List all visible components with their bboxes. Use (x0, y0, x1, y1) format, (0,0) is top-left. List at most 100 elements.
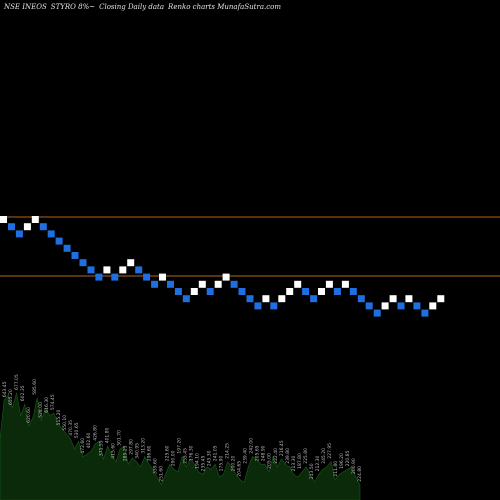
renko-brick (206, 288, 214, 295)
renko-brick (325, 280, 333, 288)
volume-label: 285.25 (122, 445, 128, 461)
volume-label: 204.65 (237, 461, 243, 477)
renko-brick (413, 302, 421, 310)
volume-label: 235.45 (201, 456, 207, 472)
volume-label: 472.60 (80, 438, 86, 454)
renko-brick (0, 216, 7, 223)
renko-brick (262, 295, 270, 303)
volume-label: 194.10 (195, 453, 201, 469)
volume-label: 242.00 (249, 438, 255, 454)
volume-label: 216.45 (279, 440, 285, 456)
volume-label: 470.35 (68, 420, 74, 436)
volume-label: 197.20 (177, 438, 183, 454)
renko-brick (278, 295, 286, 303)
renko-brick (159, 273, 166, 281)
volume-label: 643.45 (2, 381, 8, 397)
volume-label: 205.00 (267, 453, 273, 469)
volume-label: 213.50 (309, 463, 315, 479)
renko-brick (23, 223, 31, 231)
renko-brick (254, 302, 262, 310)
volume-label: 187.80 (297, 453, 303, 469)
volume-label: 205.65 (255, 445, 261, 461)
volume-label: 214.25 (225, 443, 231, 459)
volume-label: 175.90 (219, 456, 225, 472)
volume-label: 176.30 (189, 445, 195, 461)
volume-label: 426.80 (92, 425, 98, 441)
volume-label: 677.05 (14, 374, 20, 390)
renko-brick (8, 223, 15, 231)
volume-label: 200.90 (351, 458, 357, 474)
volume-label: 290.00 (171, 450, 177, 466)
volume-series (0, 392, 361, 500)
renko-brick (429, 302, 437, 310)
renko-brick (214, 280, 222, 288)
volume-label: 211.80 (333, 461, 339, 477)
renko-brick (190, 288, 198, 295)
renko-brick (167, 280, 174, 288)
volume-label: 402.60 (86, 433, 92, 449)
renko-brick (151, 280, 159, 288)
renko-brick (143, 273, 151, 281)
brand-label: Renko charts MunafaSutra.com (168, 3, 281, 11)
volume-label: 550.10 (62, 415, 68, 431)
volume-label: 255.45 (183, 448, 189, 464)
renko-brick (286, 288, 294, 295)
volume-label: 515.20 (56, 410, 62, 426)
volume-label: 251.60 (158, 466, 164, 482)
renko-brick (119, 266, 127, 274)
renko-brick (198, 280, 206, 288)
ticker-text: STYRO 8%~ (50, 3, 96, 11)
volume-label: 245.20 (321, 448, 327, 464)
renko-brick (71, 252, 79, 259)
volume-label: 528.00 (38, 402, 44, 418)
renko-brick (127, 259, 135, 267)
renko-brick (55, 237, 63, 245)
renko-brick (230, 280, 238, 288)
volume-label: 297.80 (128, 439, 134, 455)
renko-brick (349, 288, 357, 295)
renko-brick (47, 230, 55, 238)
volume-label: 530.65 (74, 422, 80, 438)
volume-label: 213.30 (291, 456, 297, 472)
renko-brick (238, 288, 246, 295)
volume-label: 222.40 (273, 448, 279, 464)
renko-brick (302, 288, 310, 295)
chart-type-label: Closing Daily data (99, 3, 165, 11)
volume-label: 225.80 (303, 448, 309, 464)
volume-label: 616.30 (44, 397, 50, 413)
volume-label: 239.40 (243, 448, 249, 464)
renko-brick (357, 295, 365, 303)
volume-label: 602.35 (20, 385, 26, 401)
volume-label: 296.60 (146, 445, 152, 461)
symbol-label: NSE INEOS (4, 3, 47, 11)
volume-label: 574.45 (50, 394, 56, 410)
renko-brick (270, 302, 278, 310)
volume-label: 220.85 (345, 450, 351, 466)
renko-brick (341, 280, 349, 288)
renko-brick (79, 259, 87, 267)
volume-label: 620.60 (26, 407, 32, 423)
renko-brick (222, 273, 230, 281)
renko-bricks (0, 216, 445, 317)
volume-label: 415.60 (110, 443, 116, 459)
volume-label: 340.95 (134, 443, 140, 459)
renko-brick (381, 302, 389, 310)
renko-brick (111, 273, 119, 281)
renko-brick (333, 288, 341, 295)
volume-label: 655.20 (8, 389, 14, 405)
chart-header: NSE INEOS STYRO 8%~ Closing Daily data Renk… (4, 3, 285, 11)
volume-label: 371.55 (98, 440, 104, 456)
renko-brick (174, 288, 182, 295)
renko-brick (95, 273, 103, 281)
volume-label: 248.90 (261, 445, 267, 461)
renko-brick (437, 295, 445, 303)
renko-brick (365, 302, 373, 310)
renko-brick (87, 266, 95, 274)
volume-label: 301.70 (116, 430, 122, 446)
renko-brick (63, 244, 71, 252)
volume-label: 313.20 (140, 438, 146, 454)
renko-brick (389, 295, 397, 303)
volume-area (0, 392, 361, 500)
